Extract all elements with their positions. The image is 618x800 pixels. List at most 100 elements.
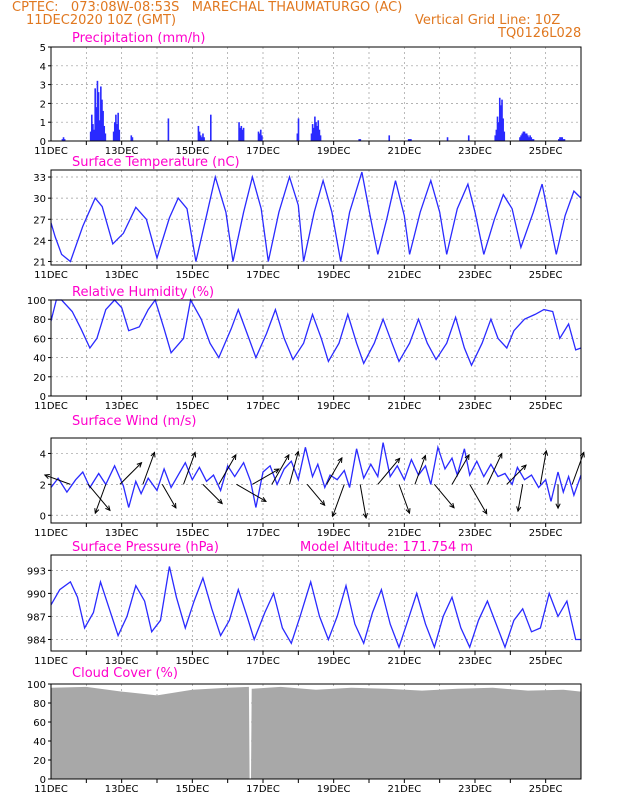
wind-wind-vector bbox=[433, 484, 455, 509]
precip-bar bbox=[316, 125, 318, 141]
precip-panel: 0 1 2 3 4 5 11DEC 13DEC 15DEC 17DEC 19DEC 21DEC 23DE… bbox=[34, 31, 582, 157]
precip-bar bbox=[116, 124, 118, 141]
precip-bar bbox=[257, 131, 260, 141]
temp-xtick-label: 13DEC bbox=[105, 270, 139, 281]
wind-wind-vector bbox=[271, 454, 290, 485]
wind-wind-vector bbox=[377, 457, 401, 485]
wind-wind-arrowhead bbox=[555, 503, 561, 510]
pres-xtick-label: 17DEC bbox=[246, 656, 280, 667]
rh-ytick-label: 60 bbox=[33, 334, 46, 345]
wind-ytick-label: 0 bbox=[40, 511, 46, 522]
precip-bar bbox=[446, 137, 449, 141]
precip-bar bbox=[522, 131, 525, 141]
wind-wind-vector bbox=[252, 468, 280, 485]
precip-bar bbox=[520, 135, 522, 141]
precip-bar bbox=[500, 105, 502, 141]
precip-bar bbox=[201, 137, 203, 141]
precip-bar bbox=[115, 114, 117, 141]
precip-bar bbox=[242, 127, 245, 141]
precip-bar bbox=[104, 133, 107, 141]
header-line2-left: 11DEC2020 10Z (GMT) bbox=[26, 13, 177, 28]
precip-bar bbox=[198, 131, 201, 141]
precip-bar bbox=[531, 139, 534, 141]
precip-bar bbox=[530, 137, 533, 141]
precip-bar bbox=[521, 133, 524, 141]
wind-wind-vector bbox=[451, 454, 470, 485]
wind-wind-vector bbox=[289, 451, 299, 485]
rh-xtick-label: 13DEC bbox=[105, 401, 139, 412]
wind-wind-arrowhead bbox=[94, 508, 100, 515]
precip-bar bbox=[495, 129, 498, 141]
wind-xtick-label: 13DEC bbox=[105, 528, 139, 539]
cloud-xtick-label: 25DEC bbox=[529, 784, 563, 795]
rh-ytick-label: 80 bbox=[33, 315, 46, 326]
pres-xtick-label: 21DEC bbox=[387, 656, 421, 667]
precip-bar bbox=[63, 139, 66, 141]
rh-ytick-label: 100 bbox=[27, 296, 46, 307]
wind-wind-arrowhead bbox=[482, 508, 488, 515]
wind-wind-vector bbox=[506, 464, 527, 485]
precip-bar bbox=[103, 125, 106, 141]
cloud-xtick-label: 13DEC bbox=[105, 784, 139, 795]
temp-xtick-label: 23DEC bbox=[458, 270, 492, 281]
wind-wind-vector bbox=[359, 484, 367, 518]
pres-xtick-label: 23DEC bbox=[458, 656, 492, 667]
temp-ytick-label: 21 bbox=[33, 257, 46, 268]
wind-wind-arrowhead bbox=[273, 468, 280, 474]
precip-bar bbox=[102, 110, 104, 141]
rh-ytick-label: 40 bbox=[33, 354, 46, 365]
precip-bar bbox=[167, 118, 170, 141]
precip-bar bbox=[101, 99, 103, 141]
wind-wind-arrowhead bbox=[284, 453, 290, 460]
precip-bar bbox=[532, 139, 535, 141]
precip-xtick-label: 17DEC bbox=[246, 146, 280, 157]
wind-xtick-label: 11DEC bbox=[34, 528, 68, 539]
precip-bar bbox=[525, 133, 528, 141]
wind-wind-arrowhead bbox=[294, 450, 300, 457]
wind-wind-vector bbox=[486, 453, 503, 485]
wind-wind-arrowhead bbox=[497, 452, 503, 459]
rh-xtick-label: 11DEC bbox=[34, 401, 68, 412]
wind-xtick-label: 21DEC bbox=[387, 528, 421, 539]
precip-bar bbox=[239, 127, 241, 141]
wind-wind-arrowhead bbox=[516, 506, 522, 513]
precip-bar bbox=[410, 139, 412, 141]
precip-bar bbox=[92, 124, 94, 141]
temp-ytick-label: 27 bbox=[33, 215, 46, 226]
wind-wind-arrowhead bbox=[331, 511, 337, 518]
wind-wind-arrowhead bbox=[405, 508, 411, 515]
precip-bar bbox=[100, 86, 102, 141]
rh-xtick-label: 19DEC bbox=[317, 401, 351, 412]
cloud-ytick-label: 20 bbox=[33, 756, 46, 767]
wind-wind-arrowhead bbox=[394, 457, 401, 464]
pres-ytick-label: 987 bbox=[27, 612, 46, 623]
wind-wind-vector bbox=[44, 474, 71, 485]
precip-bar bbox=[210, 114, 212, 141]
cloud-ytick-label: 60 bbox=[33, 718, 46, 729]
pres-frame bbox=[50, 554, 582, 652]
precip-bar bbox=[527, 135, 529, 141]
precip-ytick-label: 4 bbox=[40, 62, 46, 73]
precip-bar bbox=[96, 80, 99, 141]
wind-wind-arrowhead bbox=[260, 496, 267, 502]
wind-wind-vector bbox=[398, 484, 410, 514]
wind-wind-vector bbox=[87, 484, 111, 511]
pres-ytick-label: 990 bbox=[27, 589, 46, 600]
temp-ytick-label: 30 bbox=[33, 194, 46, 205]
precip-bar bbox=[261, 135, 263, 141]
precip-ytick-label: 0 bbox=[40, 137, 46, 148]
wind-wind-vector bbox=[119, 462, 142, 485]
precip-bar bbox=[560, 137, 562, 141]
precip-bar bbox=[503, 131, 506, 141]
precip-bar bbox=[467, 135, 470, 141]
wind-wind-vector bbox=[142, 452, 155, 485]
cloud-xtick-label: 11DEC bbox=[34, 784, 68, 795]
rh-xtick-label: 21DEC bbox=[387, 401, 421, 412]
precip-bar bbox=[97, 92, 100, 141]
precip-bar bbox=[93, 129, 95, 141]
wind-wind-vector bbox=[469, 484, 488, 515]
precip-bar bbox=[501, 99, 503, 141]
pres-xtick-label: 19DEC bbox=[317, 656, 351, 667]
precip-bar bbox=[112, 131, 115, 141]
precip-bar bbox=[259, 129, 262, 141]
